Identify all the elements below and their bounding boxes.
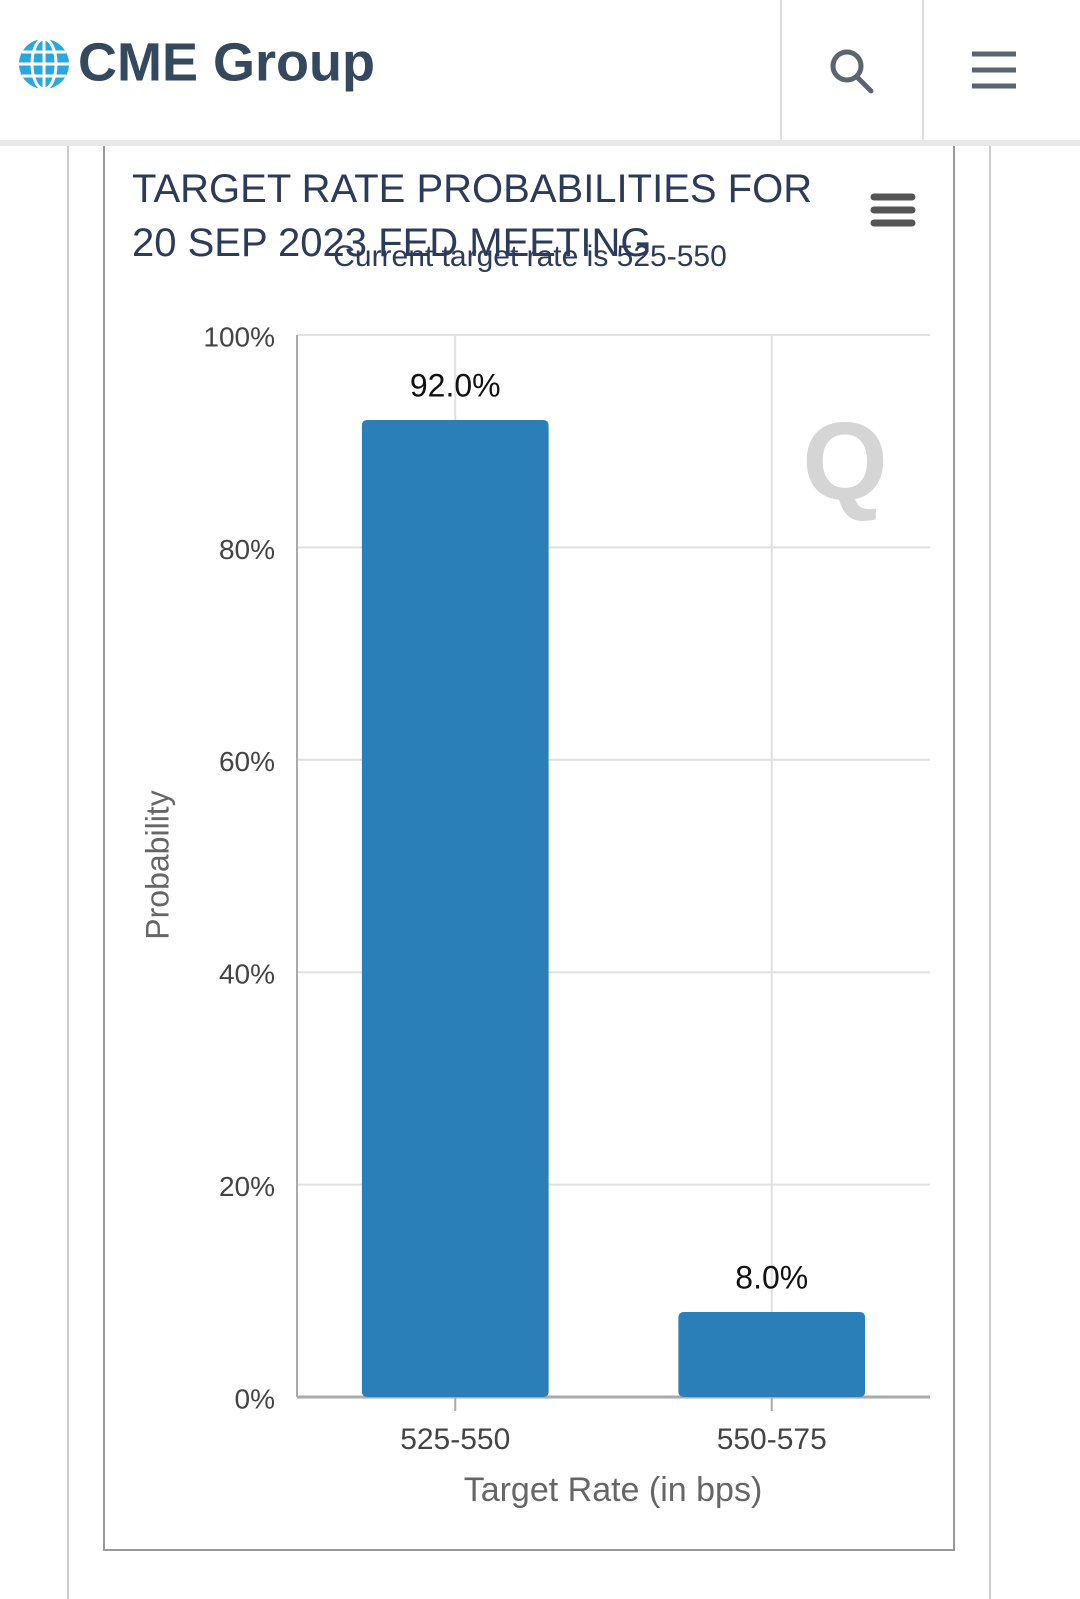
y-tick-label: 20% bbox=[219, 1171, 275, 1202]
header-shadow bbox=[0, 140, 1080, 146]
menu-icon[interactable] bbox=[972, 51, 1016, 89]
bar bbox=[678, 1312, 866, 1397]
value-label: 8.0% bbox=[735, 1259, 808, 1295]
bar bbox=[361, 419, 549, 1398]
y-axis-title: Probability bbox=[139, 790, 175, 939]
y-tick-label: 80% bbox=[219, 534, 275, 565]
chart-subtitle: Current target rate is 525-550 bbox=[333, 240, 727, 273]
x-axis-title: Target Rate (in bps) bbox=[464, 1471, 763, 1509]
svg-text:Q: Q bbox=[802, 400, 888, 523]
brand[interactable]: CME Group bbox=[78, 32, 375, 92]
watermark: Q bbox=[802, 400, 888, 523]
value-label: 92.0% bbox=[410, 367, 501, 403]
chart-title: TARGET RATE PROBABILITIES FOR 20 SEP 202… bbox=[132, 167, 813, 265]
x-tick-label: 550-575 bbox=[717, 1423, 827, 1456]
y-tick-label: 100% bbox=[203, 321, 275, 352]
y-tick-label: 0% bbox=[235, 1383, 275, 1414]
header-bar bbox=[0, 0, 1080, 140]
chart-menu[interactable] bbox=[870, 193, 916, 227]
y-tick-label: 40% bbox=[219, 959, 275, 990]
search-icon[interactable] bbox=[830, 49, 874, 94]
x-tick-label: 525-550 bbox=[400, 1423, 510, 1456]
y-tick-label: 60% bbox=[219, 746, 275, 777]
logo-globe bbox=[19, 37, 69, 91]
